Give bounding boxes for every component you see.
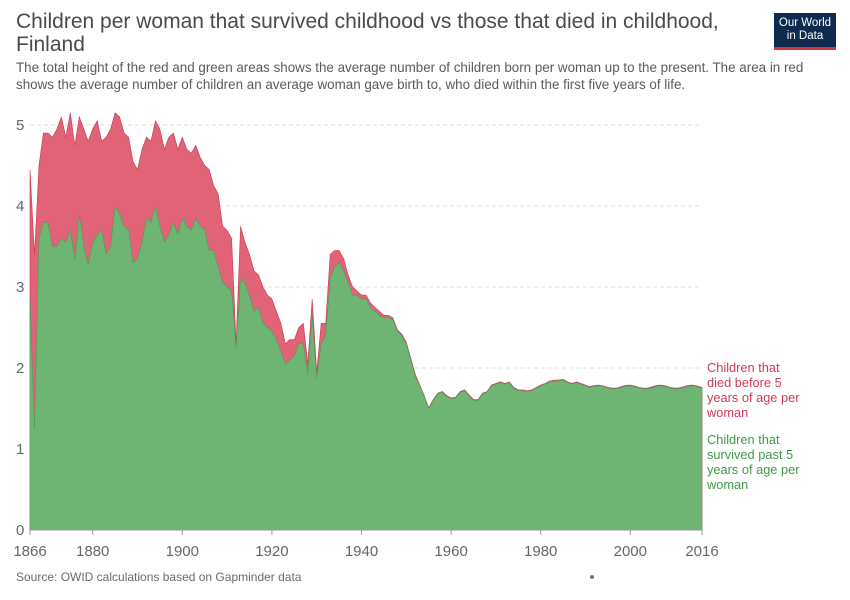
x-tick-label: 1960 [434, 543, 467, 560]
x-tick-label: 1940 [345, 543, 378, 560]
y-tick-label: 4 [16, 198, 24, 215]
y-tick-label: 5 [16, 117, 24, 134]
legend-survived-label: survived past 5 [707, 447, 793, 462]
x-tick-label: 1980 [524, 543, 557, 560]
logo-line-1: Our World [778, 17, 832, 29]
chart-title: Children per woman that survived childho… [16, 10, 719, 56]
source-note: Source: OWID calculations based on Gapmi… [16, 570, 302, 584]
x-tick-label: 1920 [255, 543, 288, 560]
legend-died-label: woman [706, 405, 748, 420]
menu-dot-icon[interactable] [590, 575, 594, 579]
y-tick-label: 1 [16, 441, 24, 458]
legend-died-label: years of age per [707, 390, 800, 405]
legend-survived-label: Children that [707, 432, 780, 447]
y-tick-label: 0 [16, 522, 24, 539]
x-axis-ticks: 1866 1880 1900 1920 1940 1960 1980 2000 2016 [13, 529, 719, 560]
legend-died-label: Children that [707, 360, 780, 375]
y-axis-ticks: 0 1 2 3 4 5 [16, 117, 24, 539]
x-tick-label: 2016 [685, 543, 718, 560]
survived-area [29, 205, 703, 531]
x-tick-label: 2000 [614, 543, 647, 560]
y-tick-label: 3 [16, 279, 24, 296]
legend-died-label: died before 5 [707, 375, 782, 390]
x-tick-label: 1866 [13, 543, 46, 560]
chart-areas [29, 112, 703, 531]
logo-line-2: in Data [786, 30, 824, 42]
legend-survived-label: years of age per [707, 462, 800, 477]
y-tick-label: 2 [16, 360, 24, 377]
owid-logo[interactable]: Our World in Data [774, 13, 836, 50]
legend-survived-label: woman [706, 477, 748, 492]
chart-subtitle: The total height of the red and green ar… [16, 60, 804, 92]
x-tick-label: 1880 [76, 543, 109, 560]
x-tick-label: 1900 [166, 543, 199, 560]
